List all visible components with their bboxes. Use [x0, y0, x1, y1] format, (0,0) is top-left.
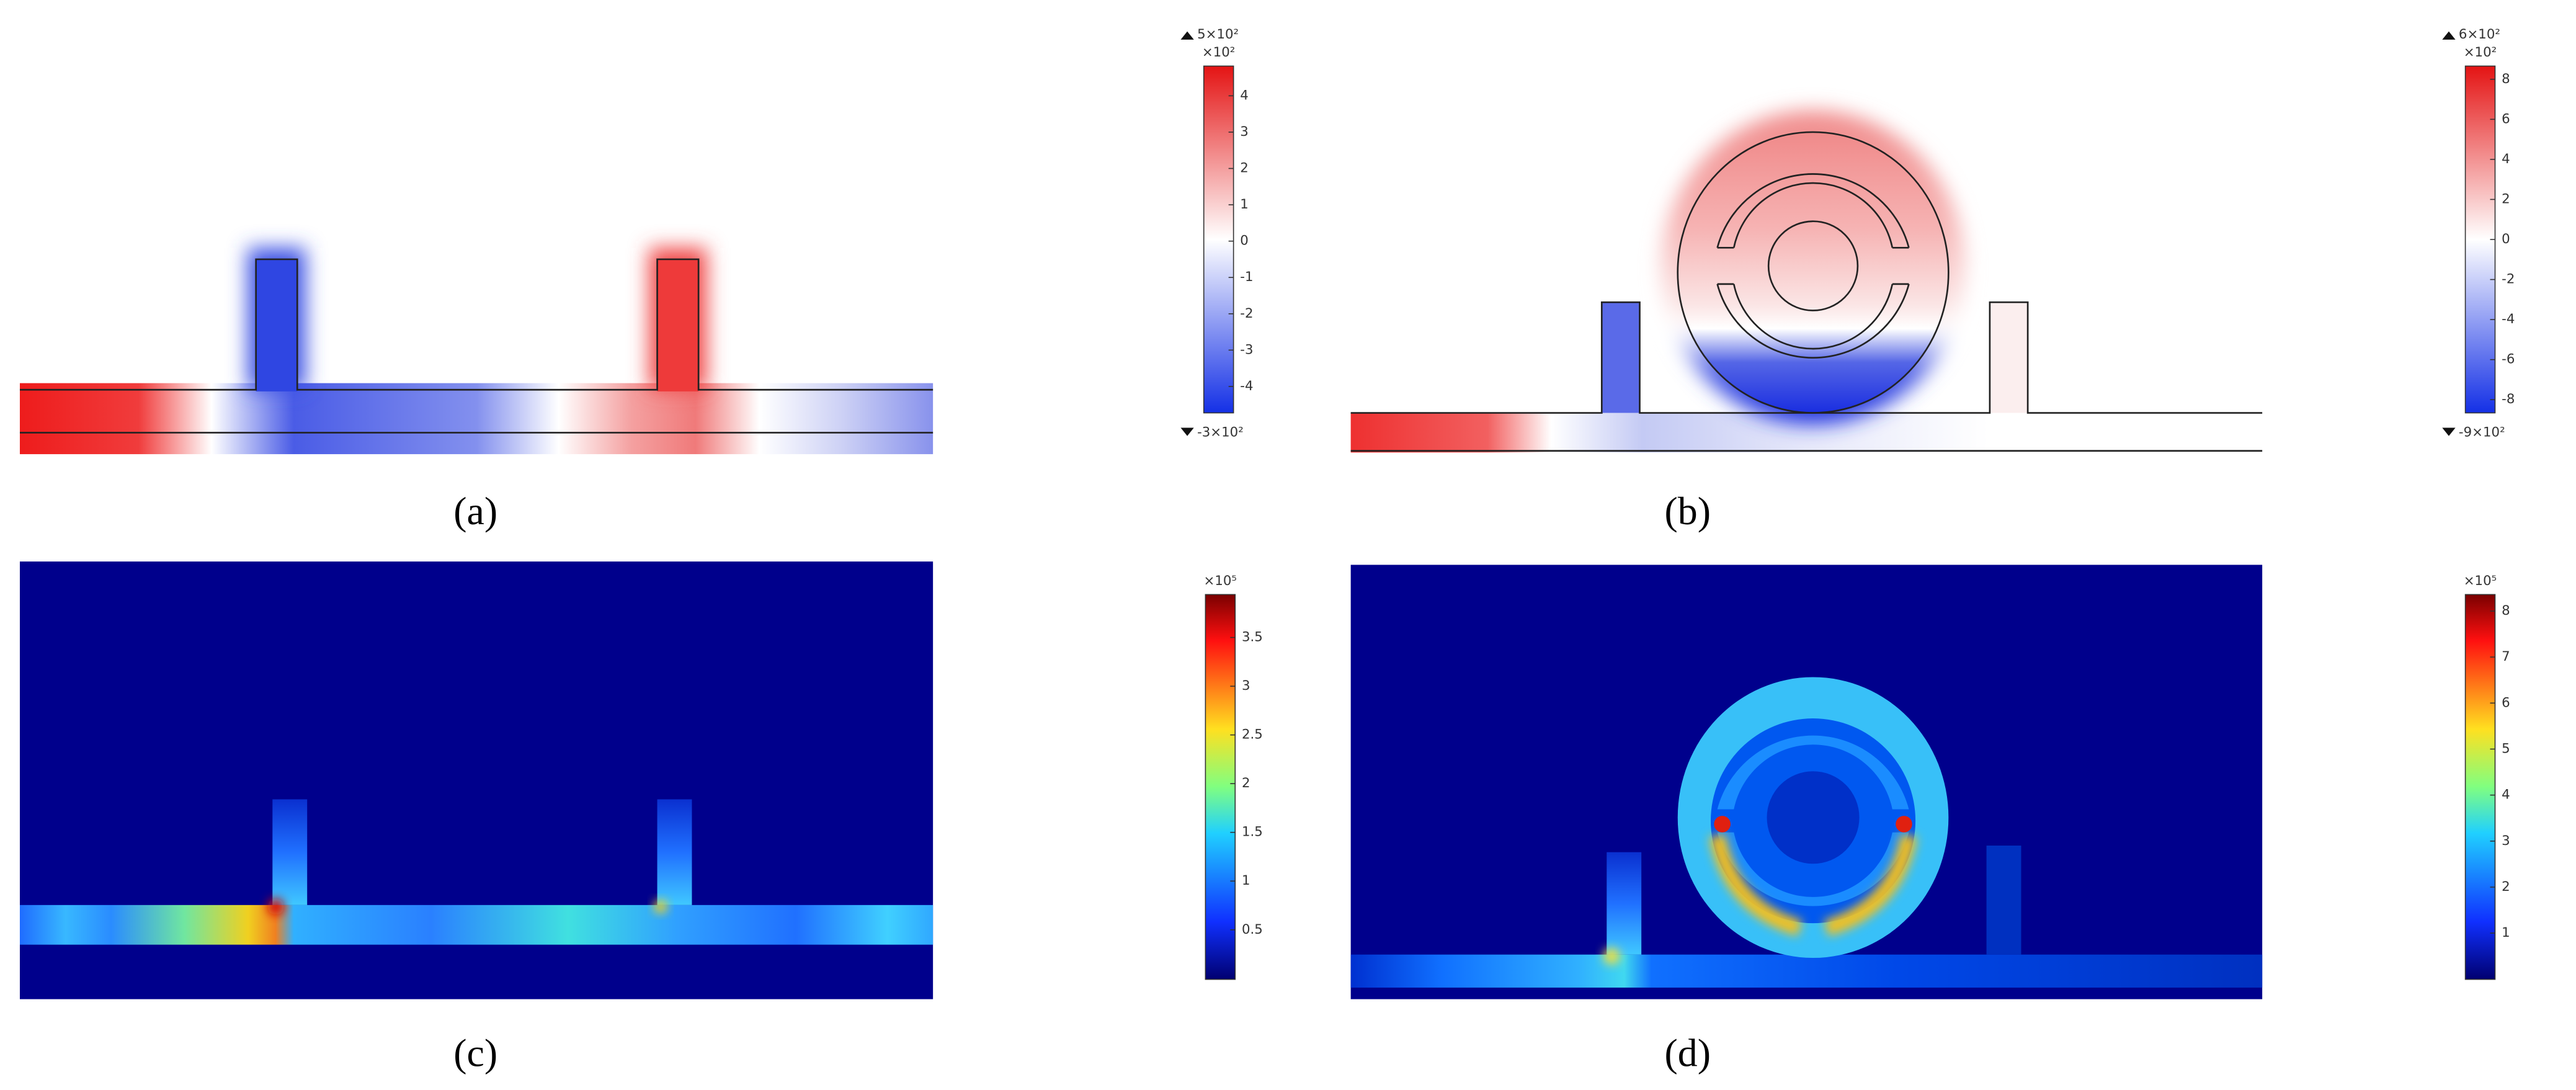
colorbar — [1203, 65, 1234, 414]
colorbar-tick-label: 8 — [2502, 71, 2510, 87]
colorbar-tick-label: 0.5 — [1242, 922, 1263, 937]
colorbar-tick-label: 3 — [2502, 833, 2510, 849]
colorbar-tick-label: 5 — [2502, 741, 2510, 756]
colorbar-tick-label: -3 — [1240, 342, 1253, 357]
colorbar-max: 6×10² — [2459, 27, 2500, 42]
colorbar-tick-label: 1 — [1242, 873, 1250, 888]
colorbar-min: -3×10² — [1197, 424, 1244, 440]
field-plot-a — [19, 49, 934, 455]
colorbar-tick-label: 4 — [1240, 87, 1249, 103]
colorbar-tick-label: 6 — [2502, 111, 2510, 127]
colorbar-tick-label: 4 — [2502, 787, 2510, 803]
max-arrow — [1180, 31, 1194, 40]
colorbar-tick-label: -2 — [2502, 272, 2515, 287]
field-plot-d — [1350, 565, 2263, 999]
colorbar-multiplier: ×10² — [2464, 45, 2497, 60]
colorbar-tick-label: 4 — [2502, 151, 2510, 167]
colorbar-tick-label: 2 — [2502, 879, 2510, 895]
colorbar-tick-label: 1.5 — [1242, 824, 1263, 840]
colorbar-tick-label: 3 — [1240, 124, 1249, 140]
colorbar-tick-label: 7 — [2502, 649, 2510, 664]
colorbar-tick-label: 1 — [1240, 197, 1249, 212]
colorbar-tick-label: 8 — [2502, 603, 2510, 619]
field-plot-b — [1350, 49, 2263, 455]
colorbar-tick-label: 0 — [2502, 231, 2510, 247]
colorbar-tick-label: 3.5 — [1242, 630, 1263, 645]
colorbar-tick-label: 2.5 — [1242, 727, 1263, 743]
colorbar-tick-label: -2 — [1240, 306, 1253, 321]
colorbar-multiplier: ×10⁵ — [2464, 573, 2497, 589]
min-arrow — [2442, 427, 2456, 436]
colorbar-tick-label: -1 — [1240, 269, 1253, 285]
panel-label: (a) — [453, 489, 497, 533]
colorbar-tick-label: 2 — [1242, 775, 1250, 791]
colorbar-multiplier: ×10⁵ — [1204, 573, 1237, 589]
colorbar-tick-label: -4 — [1240, 378, 1253, 394]
colorbar-min: -9×10² — [2459, 424, 2505, 440]
colorbar-tick-label: -8 — [2502, 391, 2515, 407]
panel-label: (c) — [453, 1030, 497, 1074]
colorbar — [1205, 594, 1236, 980]
colorbar-tick-label: 6 — [2502, 695, 2510, 710]
colorbar — [2464, 594, 2496, 980]
panel-label: (b) — [1664, 489, 1710, 533]
colorbar-tick-label: -4 — [2502, 311, 2515, 327]
colorbar-max: 5×10² — [1197, 27, 1239, 42]
colorbar-tick-label: 0 — [1240, 233, 1249, 249]
colorbar-tick-label: 2 — [2502, 191, 2510, 207]
colorbar-tick-label: 3 — [1242, 678, 1250, 694]
max-arrow — [2442, 31, 2456, 40]
colorbar-tick-label: 2 — [1240, 161, 1249, 176]
min-arrow — [1180, 427, 1194, 436]
colorbar-tick-label: 1 — [2502, 925, 2510, 940]
colorbar-multiplier: ×10² — [1202, 45, 1235, 60]
colorbar-tick-label: -6 — [2502, 352, 2515, 367]
field-plot-c — [19, 561, 934, 999]
panel-label: (d) — [1664, 1030, 1710, 1074]
